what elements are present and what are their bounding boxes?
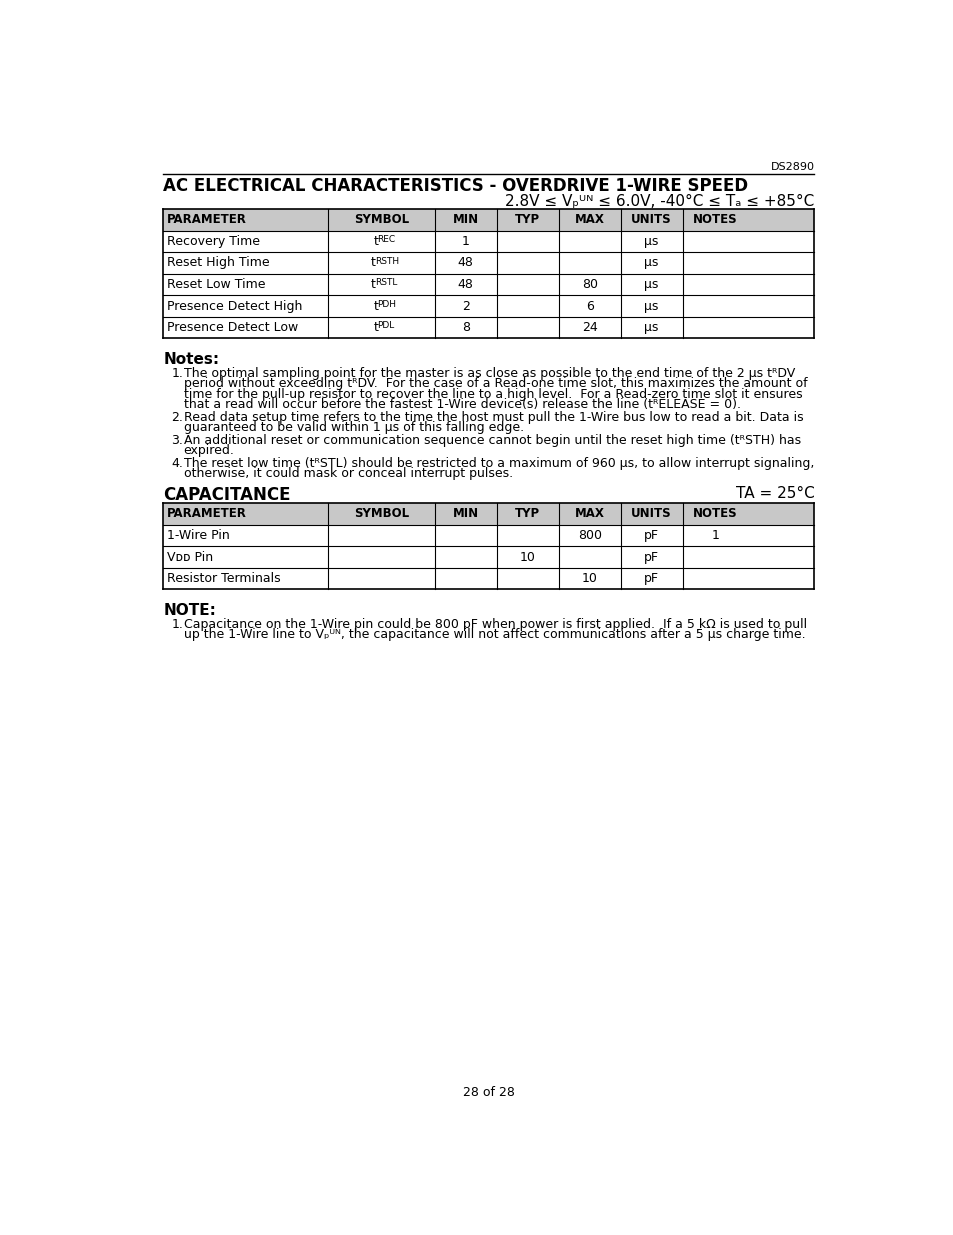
Text: expired.: expired. [183, 445, 234, 457]
Text: Capacitance on the 1-Wire pin could be 800 pF when power is first applied.  If a: Capacitance on the 1-Wire pin could be 8… [183, 618, 806, 631]
Text: t: t [371, 257, 375, 269]
Text: 24: 24 [581, 321, 597, 335]
Text: 800: 800 [578, 529, 601, 542]
Text: t: t [373, 300, 377, 312]
Text: 48: 48 [457, 278, 473, 291]
Text: RSTL: RSTL [375, 278, 397, 287]
Text: 8: 8 [461, 321, 469, 335]
Text: 6: 6 [585, 300, 593, 312]
Text: 4.: 4. [171, 457, 183, 471]
Text: UNITS: UNITS [631, 508, 671, 520]
Text: Recovery Time: Recovery Time [167, 235, 260, 248]
Text: TYP: TYP [515, 214, 539, 226]
Text: PDH: PDH [376, 300, 395, 309]
Text: guaranteed to be valid within 1 μs of this falling edge.: guaranteed to be valid within 1 μs of th… [183, 421, 523, 435]
Text: 48: 48 [457, 257, 473, 269]
Text: Presence Detect Low: Presence Detect Low [167, 321, 298, 335]
Text: NOTES: NOTES [692, 214, 737, 226]
Text: 1: 1 [711, 529, 719, 542]
Text: 2.: 2. [171, 411, 183, 424]
Text: Read data setup time refers to the time the host must pull the 1-Wire bus low to: Read data setup time refers to the time … [183, 411, 802, 424]
Text: PARAMETER: PARAMETER [167, 214, 247, 226]
Text: Reset High Time: Reset High Time [167, 257, 270, 269]
Text: up the 1-Wire line to Vₚᵁᴺ, the capacitance will not affect communications after: up the 1-Wire line to Vₚᵁᴺ, the capacita… [183, 629, 804, 641]
Text: period without exceeding tᴿDV.  For the case of a Read-one time slot, this maxim: period without exceeding tᴿDV. For the c… [183, 377, 806, 390]
Text: 3.: 3. [171, 433, 183, 447]
Text: PARAMETER: PARAMETER [167, 508, 247, 520]
Bar [163, 209, 814, 231]
Text: MAX: MAX [574, 214, 604, 226]
Text: 1-Wire Pin: 1-Wire Pin [167, 529, 230, 542]
Text: μs: μs [644, 278, 659, 291]
Text: that a read will occur before the fastest 1-Wire device(s) release the line (tᴿE: that a read will occur before the fastes… [183, 398, 740, 411]
Text: 2: 2 [461, 300, 469, 312]
Text: TYP: TYP [515, 508, 539, 520]
Text: TA = 25°C: TA = 25°C [735, 487, 814, 501]
Text: MIN: MIN [452, 508, 478, 520]
Text: SYMBOL: SYMBOL [354, 214, 409, 226]
Text: pF: pF [643, 551, 659, 563]
Text: Reset Low Time: Reset Low Time [167, 278, 266, 291]
Text: t: t [373, 321, 377, 335]
Text: 1: 1 [461, 235, 469, 248]
Text: The optimal sampling point for the master is as close as possible to the end tim: The optimal sampling point for the maste… [183, 367, 794, 380]
Text: otherwise, it could mask or conceal interrupt pulses.: otherwise, it could mask or conceal inte… [183, 467, 512, 480]
Bar [163, 503, 814, 525]
Text: Presence Detect High: Presence Detect High [167, 300, 302, 312]
Text: RSTH: RSTH [375, 257, 398, 266]
Text: μs: μs [644, 321, 659, 335]
Text: 1.: 1. [171, 367, 183, 380]
Text: The reset low time (tᴿSTL) should be restricted to a maximum of 960 μs, to allow: The reset low time (tᴿSTL) should be res… [183, 457, 813, 471]
Text: 80: 80 [581, 278, 597, 291]
Text: 1.: 1. [171, 618, 183, 631]
Text: SYMBOL: SYMBOL [354, 508, 409, 520]
Text: AC ELECTRICAL CHARACTERISTICS - OVERDRIVE 1-WIRE SPEED: AC ELECTRICAL CHARACTERISTICS - OVERDRIV… [163, 177, 748, 195]
Text: 28 of 28: 28 of 28 [462, 1086, 515, 1099]
Text: t: t [371, 278, 375, 291]
Text: MAX: MAX [574, 508, 604, 520]
Text: DS2890: DS2890 [770, 162, 814, 172]
Text: pF: pF [643, 529, 659, 542]
Text: 10: 10 [519, 551, 535, 563]
Text: MIN: MIN [452, 214, 478, 226]
Text: time for the pull-up resistor to recover the line to a high level.  For a Read-z: time for the pull-up resistor to recover… [183, 388, 801, 400]
Text: UNITS: UNITS [631, 214, 671, 226]
Text: t: t [373, 235, 377, 248]
Text: NOTE:: NOTE: [163, 603, 216, 619]
Text: CAPACITANCE: CAPACITANCE [163, 487, 291, 504]
Text: pF: pF [643, 572, 659, 585]
Text: 10: 10 [581, 572, 597, 585]
Text: μs: μs [644, 300, 659, 312]
Text: μs: μs [644, 235, 659, 248]
Text: Vᴅᴅ Pin: Vᴅᴅ Pin [167, 551, 213, 563]
Text: 2.8V ≤ Vₚᵁᴺ ≤ 6.0V, -40°C ≤ Tₐ ≤ +85°C: 2.8V ≤ Vₚᵁᴺ ≤ 6.0V, -40°C ≤ Tₐ ≤ +85°C [505, 194, 814, 209]
Text: PDL: PDL [376, 321, 394, 330]
Text: Resistor Terminals: Resistor Terminals [167, 572, 280, 585]
Text: Notes:: Notes: [163, 352, 219, 367]
Text: An additional reset or communication sequence cannot begin until the reset high : An additional reset or communication seq… [183, 433, 800, 447]
Text: NOTES: NOTES [692, 508, 737, 520]
Text: REC: REC [376, 235, 395, 245]
Text: μs: μs [644, 257, 659, 269]
